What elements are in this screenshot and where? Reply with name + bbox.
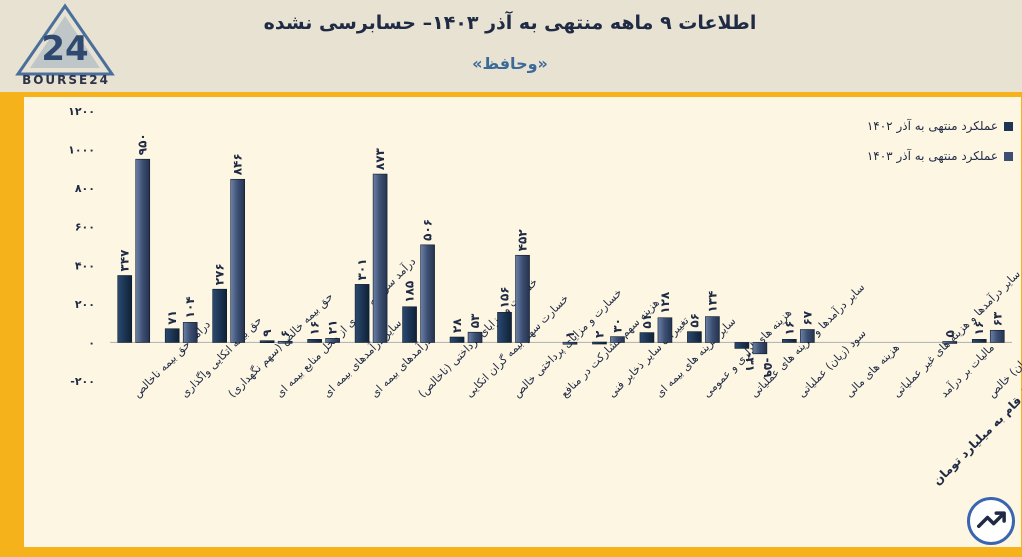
bar-1403 [325, 338, 340, 343]
data-label: ۶ [278, 330, 292, 337]
data-label: ۳۰ [610, 318, 624, 333]
data-label: ۳۴۷ [118, 249, 132, 272]
y-tick-label: ۰ [88, 336, 95, 349]
bar-1402 [164, 328, 180, 343]
data-label: ۱۰۴ [183, 296, 197, 318]
data-label: ۱۲۸ [658, 291, 672, 314]
bar-1402 [259, 340, 275, 343]
y-tick-label: ۸۰۰ [75, 182, 95, 195]
bar-1403 [277, 340, 293, 344]
legend-label-1402: عملکرد منتهی به آذر ۱۴۰۲ [866, 119, 998, 133]
data-label: ۲ [592, 330, 606, 338]
bar-1402 [734, 342, 750, 349]
data-label: ۹ [260, 329, 274, 337]
data-label: ۴۵۲ [516, 229, 530, 252]
bar-1403 [230, 178, 245, 343]
bar-1402 [212, 288, 227, 343]
bar-1402 [639, 332, 655, 343]
data-label: ۷۱ [165, 310, 179, 325]
data-label: ۲۷۶ [213, 263, 227, 285]
data-label: ۵۰۶ [421, 219, 435, 241]
bar-1403 [372, 173, 388, 343]
data-label: ۵۳ [468, 313, 482, 328]
x-tick-label: هزینه سهم مشارکت در منافع [558, 296, 662, 400]
data-label: ۱۶ [308, 321, 322, 336]
bar-1402 [592, 341, 607, 345]
bar-1403 [562, 341, 578, 345]
bar-1402 [782, 339, 797, 343]
data-label: ۱۶ [972, 321, 986, 336]
page-subtitle: «وحافظ» [472, 54, 548, 73]
y-tick-label: ۶۰۰ [75, 221, 95, 234]
data-label: ۶۳ [990, 311, 1004, 326]
data-label: ۱۵۶ [498, 286, 512, 308]
data-label: ۵۱ [640, 314, 654, 329]
data-label: ۲۸ [450, 318, 464, 333]
bar-1402 [497, 312, 512, 343]
legend-label-1403: عملکرد منتهی به آذر ۱۴۰۳ [866, 149, 998, 163]
data-label: ۱۳۴ [705, 291, 719, 313]
bar-1403 [467, 331, 483, 343]
legend: عملکرد منتهی به آذر ۱۴۰۲ عملکرد منتهی به… [823, 119, 1013, 179]
y-tick-label: ۱۰۰۰ [68, 144, 95, 157]
bar-1402 [449, 336, 465, 343]
data-label: ۸۷۳ [373, 147, 387, 170]
logo-text: BOURSE24 [22, 73, 110, 87]
legend-item-1403: عملکرد منتهی به آذر ۱۴۰۳ [823, 149, 1013, 163]
bar-1403 [800, 329, 815, 343]
data-label: -۳۱ [743, 352, 757, 372]
bar-1402 [307, 339, 322, 343]
data-label: ۱۸۵ [403, 281, 417, 303]
bar-1402 [687, 331, 702, 343]
bar-1403 [942, 341, 958, 344]
bar-1402 [971, 339, 987, 343]
bar-1403 [657, 317, 673, 343]
page-title: اطلاعات ۹ ماهه منتهی به آذر ۱۴۰۳– حسابرس… [263, 12, 757, 34]
data-label: ۸۴۶ [231, 153, 245, 175]
legend-swatch-1403 [1004, 151, 1013, 161]
bar-1403 [182, 322, 198, 343]
y-tick-label: ۴۰۰ [75, 259, 95, 272]
data-label: ۹۵۰ [136, 133, 150, 155]
bar-1403 [752, 342, 768, 355]
data-label: ۵۶ [687, 313, 701, 328]
bar-1403 [420, 244, 435, 343]
bar-1403 [610, 336, 625, 343]
header-banner: 24 BOURSE24 اطلاعات ۹ ماهه منتهی به آذر … [0, 0, 1022, 92]
data-label: ۵ [943, 330, 957, 337]
data-label: ۱ [563, 331, 577, 338]
trend-arrow-icon [967, 497, 1015, 545]
data-label: ۳۰۱ [355, 258, 369, 280]
y-tick-label: ۲۰۰ [75, 298, 95, 311]
data-label: ۶۷ [800, 310, 814, 325]
bar-1403 [515, 254, 530, 343]
bar-1402 [354, 284, 370, 343]
bar-1403 [705, 316, 720, 343]
y-tick-label: ۱۲۰۰ [68, 105, 95, 118]
bourse24-logo: 24 [15, 3, 115, 76]
legend-swatch-1402 [1004, 121, 1013, 131]
data-label: ۱۶ [782, 321, 796, 336]
bar-1403 [989, 329, 1005, 343]
bar-1403 [135, 158, 151, 343]
data-label: ۲۱ [326, 320, 340, 335]
legend-item-1402: عملکرد منتهی به آذر ۱۴۰۲ [823, 119, 1013, 133]
data-label: -۵۹ [761, 358, 775, 378]
y-tick-label: -۲۰۰ [70, 375, 95, 388]
bar-1402 [402, 306, 417, 343]
bar-1402 [117, 275, 133, 343]
logo-mark: 24 [41, 29, 88, 69]
